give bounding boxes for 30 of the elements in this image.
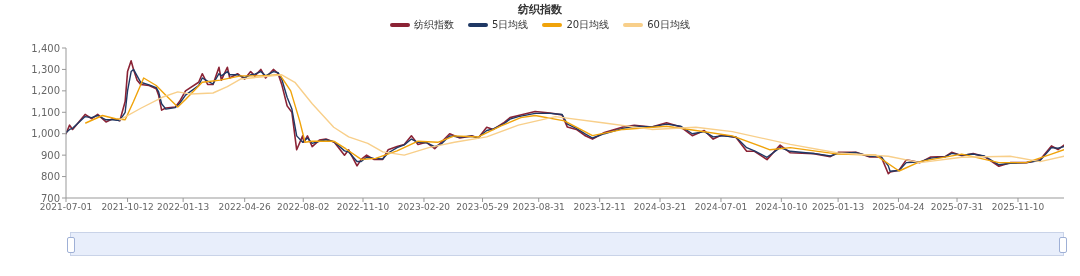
x-tick-label: 2022-08-02 bbox=[277, 202, 330, 213]
y-tick-label: 1,000 bbox=[31, 128, 60, 140]
legend-label: 60日均线 bbox=[647, 18, 690, 32]
x-tick-label: 2024-10-10 bbox=[755, 202, 808, 213]
y-tick-label: 800 bbox=[40, 171, 60, 183]
x-tick-label: 2021-07-01 bbox=[39, 202, 93, 213]
x-tick-label: 2022-11-10 bbox=[336, 202, 390, 213]
x-tick-label: 2024-07-01 bbox=[694, 202, 748, 213]
legend-label: 20日均线 bbox=[566, 18, 610, 32]
chart-title: 纺织指数 bbox=[517, 2, 563, 17]
x-tick-label: 2023-12-11 bbox=[573, 202, 626, 213]
y-tick-label: 1,100 bbox=[31, 106, 60, 118]
legend-label: 纺织指数 bbox=[414, 18, 455, 32]
y-tick-label: 1,300 bbox=[31, 63, 60, 75]
x-tick-label: 2023-08-31 bbox=[512, 202, 565, 213]
y-tick-label: 1,400 bbox=[31, 42, 60, 54]
x-tick-label: 2023-05-29 bbox=[456, 202, 509, 213]
x-tick-label: 2025-04-24 bbox=[872, 202, 925, 213]
x-tick-label: 2025-07-31 bbox=[930, 202, 984, 213]
x-tick-label: 2024-03-21 bbox=[633, 202, 687, 213]
x-tick-label: 2025-11-10 bbox=[991, 202, 1045, 213]
x-tick-label: 2023-02-20 bbox=[397, 202, 451, 213]
x-tick-label: 2022-04-26 bbox=[218, 202, 272, 213]
x-tick-label: 2022-01-13 bbox=[156, 202, 210, 213]
y-tick-label: 900 bbox=[40, 149, 60, 161]
y-tick-label: 700 bbox=[40, 192, 60, 204]
legend-label: 5日均线 bbox=[492, 18, 529, 32]
y-tick-label: 1,200 bbox=[31, 85, 60, 97]
x-tick-label: 2021-10-12 bbox=[101, 202, 154, 213]
x-tick-label: 2025-01-13 bbox=[811, 202, 865, 213]
